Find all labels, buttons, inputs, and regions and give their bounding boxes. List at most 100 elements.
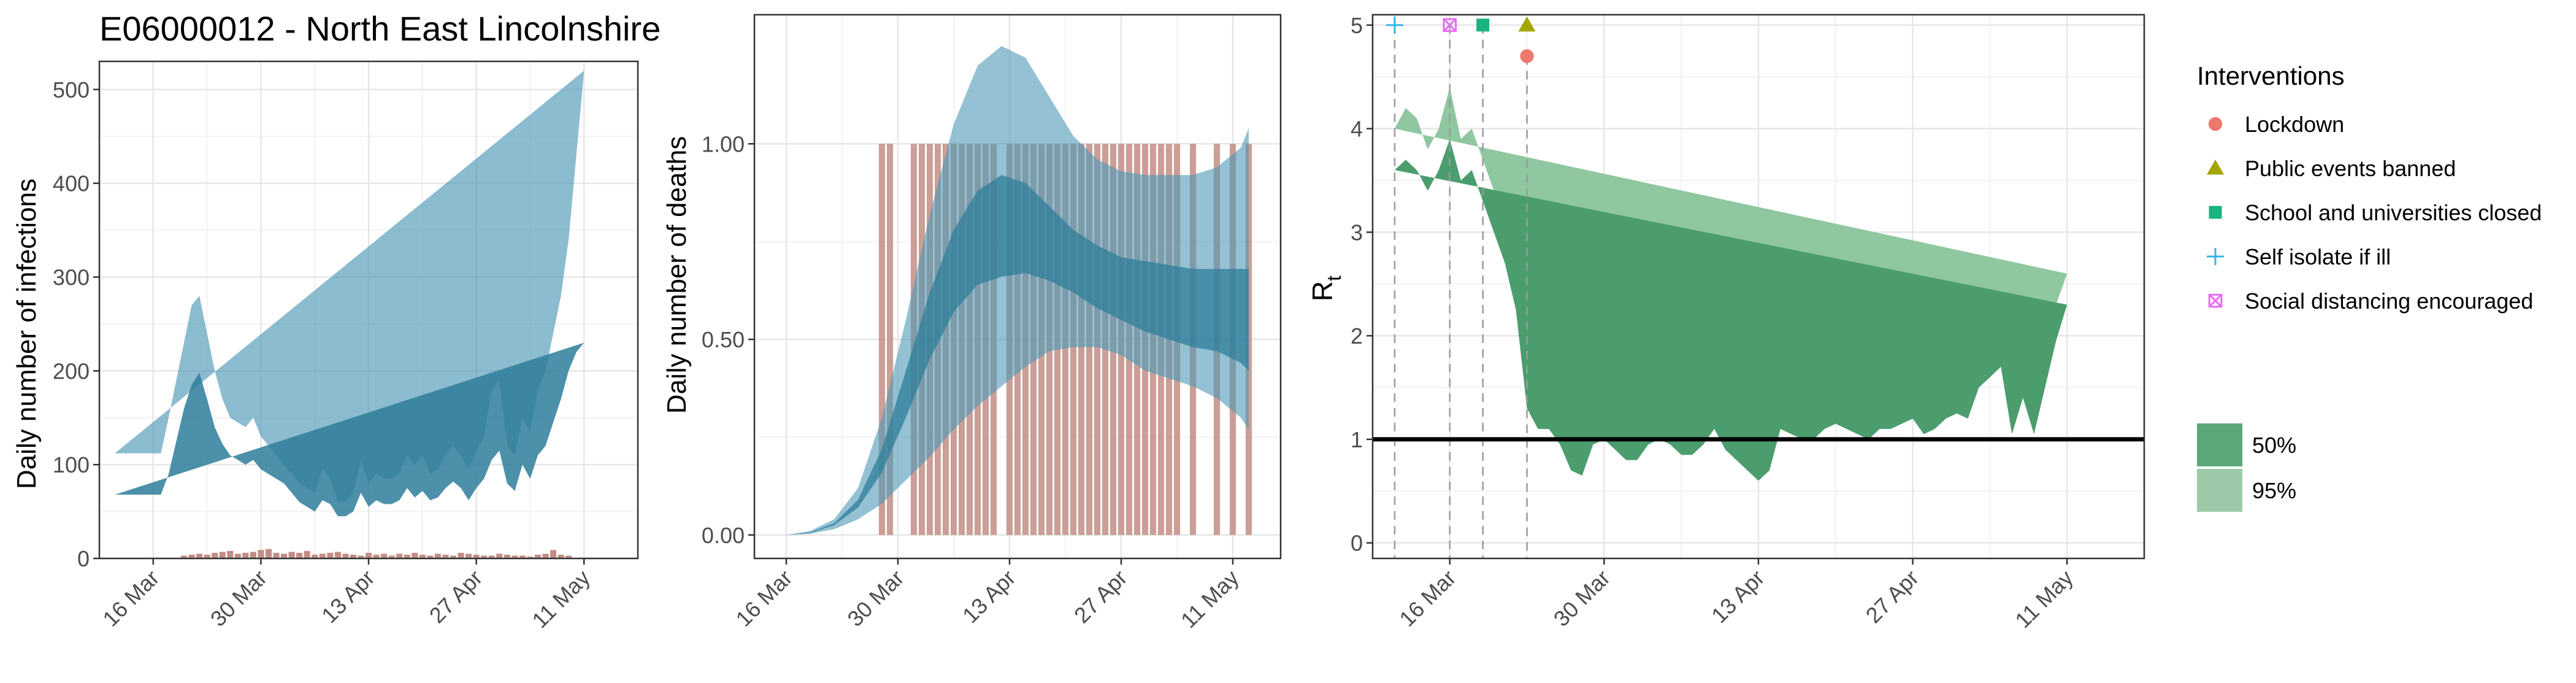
legend-marker [2207,248,2224,265]
observed-infection-bar [565,555,572,558]
observed-infection-bar [304,550,310,558]
rt-y-axis-label: Rt [1306,276,1345,301]
observed-infection-bar [442,554,449,558]
legend-item-label: Public events banned [2245,156,2456,181]
observed-infection-bar [350,554,356,558]
observed-infection-bar [434,554,441,558]
plot-border [753,14,1282,560]
observed-infection-bar [281,554,288,558]
x-tick-label: 27 Apr [1069,565,1132,628]
observed-infection-bar [550,550,557,558]
infections-50-band [115,342,585,517]
legend-marker [2208,117,2223,131]
observed-infection-bar [273,552,280,558]
observed-infection-bar [358,555,364,558]
deaths-panel: 0.00 0.50 1.00 16 Mar 30 Mar 13 Apr 27 Apr 11 M… [702,14,1282,633]
intervention-marker [1518,16,1536,32]
observed-infection-bar [381,554,388,558]
observed-infection-bar [473,554,480,558]
observed-infection-bar [404,554,410,558]
observed-infection-bar [396,554,403,558]
observed-infection-bar [388,555,395,558]
legend-item-label: Lockdown [2245,112,2344,137]
observed-infection-bar [512,555,518,558]
observed-infection-bar [204,554,210,558]
legend-band-swatch [2197,423,2242,466]
observed-infection-bar [288,552,295,558]
observed-infection-bar [373,554,380,558]
observed-infection-bar [466,554,472,558]
x-tick-label: 11 May [527,565,595,633]
legend-item-label: Social distancing encouraged [2245,288,2533,314]
intervention-marker [1443,18,1457,33]
y-tick-label: 1 [1351,427,1363,452]
observed-infection-bar [488,555,495,558]
deaths-50-band [786,175,1249,535]
x-tick-label: 11 May [1176,565,1244,633]
observed-infection-bar [180,555,187,558]
observed-infection-bar [365,552,372,558]
y-tick-label: 200 [53,358,90,384]
x-tick-label: 13 Apr [1706,565,1769,628]
y-tick-label: 0 [77,546,90,571]
observed-infection-bar [519,555,526,558]
observed-infection-bar [496,554,503,558]
legend-band-label: 95% [2252,478,2296,503]
y-tick-label: 0 [1351,531,1363,556]
observed-infection-bar [342,554,349,558]
observed-infection-bar [419,554,426,558]
observed-infection-bar [219,552,226,558]
legend: Interventions Lockdown Public events bann… [2197,61,2542,512]
observed-infection-bar [319,554,326,558]
intervention-marker [1386,16,1403,34]
observed-death-bar [878,144,886,535]
x-tick-label: 16 Mar [98,565,164,631]
svg-text:Rt: Rt [1306,276,1345,301]
legend-marker [2208,293,2223,308]
observed-infection-bar [558,554,564,558]
observed-infection-bar [265,549,272,558]
x-tick-label: 16 Mar [1394,565,1460,631]
y-tick-label: 0.00 [702,523,745,548]
observed-infection-bar [212,552,218,558]
intervention-marker [1476,18,1490,32]
legend-title: Interventions [2197,61,2344,90]
y-tick-label: 3 [1351,220,1363,245]
legend-item-label: School and universities closed [2245,200,2542,225]
deaths-y-axis-label: Daily number of deaths [662,136,692,414]
legend-marker [2207,160,2224,175]
observed-infection-bar [334,552,341,558]
rt-panel: 0 1 2 3 4 5 16 Mar 30 Mar 13 Apr 27 Apr 11 May [1351,13,2145,633]
observed-infection-bar [412,552,418,558]
observed-infection-bar [481,555,488,558]
legend-marker [2209,206,2222,219]
observed-infection-bar [427,555,434,558]
x-tick-label: 27 Apr [424,565,488,628]
y-tick-label: 300 [53,265,90,290]
y-tick-label: 100 [53,452,90,477]
x-tick-label: 13 Apr [316,565,380,628]
observed-infection-bar [188,554,195,558]
x-tick-label: 16 Mar [730,565,797,631]
x-tick-label: 30 Mar [842,565,908,631]
x-tick-label: 30 Mar [205,565,272,631]
observed-infection-bar [227,550,234,558]
x-tick-label: 27 Apr [1861,565,1924,628]
y-tick-label: 1.00 [702,131,745,156]
y-tick-label: 5 [1351,13,1363,38]
y-tick-label: 400 [53,171,90,196]
y-tick-label: 500 [53,77,90,102]
infections-y-axis-label: Daily number of infections [12,179,42,489]
observed-infection-bar [542,554,549,558]
observed-infection-bar [258,550,264,558]
y-tick-label: 4 [1351,117,1363,142]
observed-infection-bar [296,552,303,558]
legend-item-label: Self isolate if ill [2245,244,2391,269]
x-tick-label: 11 May [2010,565,2078,633]
y-tick-label: 0.50 [702,327,745,352]
legend-band-label: 50% [2252,433,2296,458]
infections-panel: 0 100 200 300 400 500 16 Mar 30 Mar 13 Apr 27 Apr… [53,60,639,633]
observed-infection-bar [527,556,534,558]
observed-infection-bar [534,554,541,558]
